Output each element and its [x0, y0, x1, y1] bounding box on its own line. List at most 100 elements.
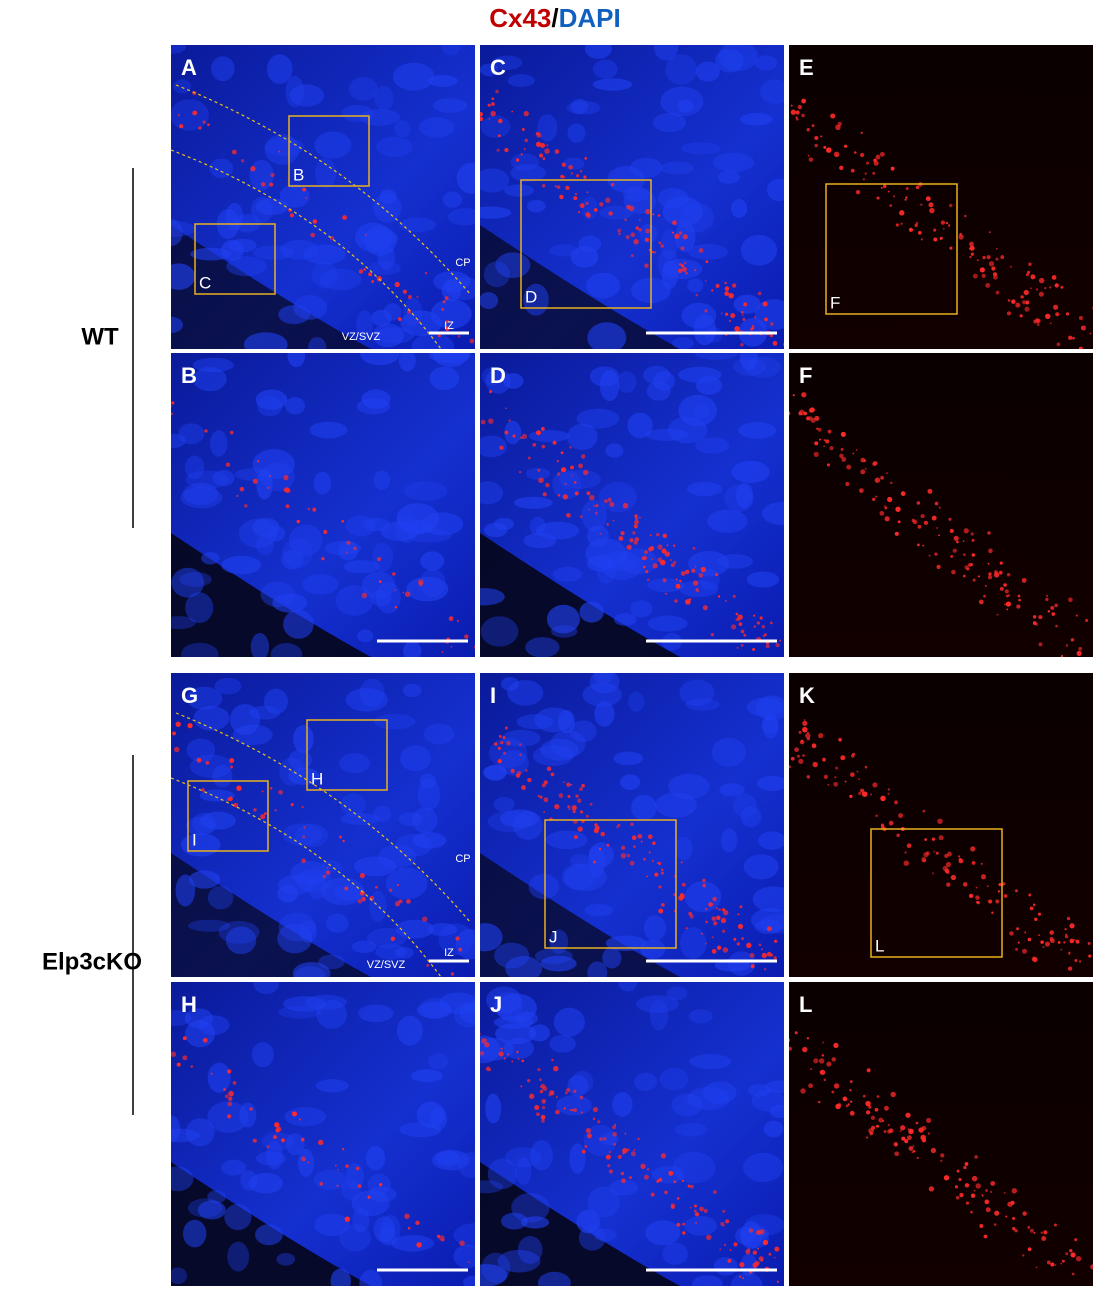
signal-dot	[289, 213, 294, 218]
nucleus	[752, 886, 784, 913]
signal-dot	[923, 852, 929, 858]
signal-dot	[925, 196, 931, 202]
signal-dot	[555, 1109, 560, 1115]
panel-background	[789, 45, 1093, 349]
signal-dot	[711, 936, 714, 939]
signal-dot	[946, 882, 951, 887]
signal-dot	[633, 239, 639, 245]
nucleus	[553, 566, 583, 582]
signal-dot	[777, 658, 779, 660]
signal-dot	[236, 785, 242, 791]
inset-box	[825, 183, 958, 315]
signal-dot	[955, 1195, 960, 1200]
signal-dot	[586, 191, 589, 194]
signal-dot	[666, 544, 669, 547]
signal-dot	[1032, 615, 1037, 619]
signal-dot	[555, 1096, 558, 1099]
signal-dot	[244, 504, 248, 508]
signal-dot	[261, 182, 266, 187]
signal-dot	[949, 246, 953, 250]
signal-dot	[723, 1243, 727, 1247]
signal-dot	[261, 790, 264, 793]
signal-dot	[905, 1112, 911, 1118]
signal-dot	[971, 553, 976, 557]
signal-dot	[920, 514, 925, 519]
nucleus	[480, 435, 508, 458]
signal-dot	[1053, 1223, 1057, 1227]
nucleus	[373, 193, 402, 223]
signal-dot	[658, 885, 662, 889]
signal-dot	[678, 231, 683, 235]
signal-dot	[296, 519, 300, 524]
nucleus	[480, 206, 512, 219]
signal-dot	[357, 1184, 362, 1188]
signal-dot	[581, 1149, 586, 1154]
signal-dot	[977, 575, 981, 578]
signal-dot	[620, 852, 627, 859]
signal-dot	[239, 486, 245, 492]
signal-dot	[769, 334, 773, 338]
nucleus	[398, 353, 416, 372]
nucleus	[188, 919, 231, 932]
signal-dot	[253, 808, 257, 812]
signal-dot	[1037, 912, 1042, 916]
signal-dot	[679, 892, 685, 898]
nucleus	[186, 816, 216, 836]
nucleus	[743, 854, 779, 880]
signal-dot	[1068, 335, 1073, 340]
signal-dot	[504, 147, 509, 153]
signal-dot	[182, 1036, 187, 1041]
signal-dot	[394, 901, 401, 907]
signal-dot	[860, 469, 866, 475]
signal-dot	[904, 198, 907, 201]
signal-dot	[1028, 262, 1032, 266]
nucleus	[617, 982, 638, 992]
signal-dot	[562, 494, 568, 500]
signal-dot	[1029, 287, 1032, 290]
signal-dot	[720, 312, 723, 315]
signal-dot	[729, 1249, 732, 1252]
nucleus	[617, 371, 637, 393]
signal-dot	[705, 260, 709, 264]
signal-dot	[390, 936, 396, 942]
signal-dot	[593, 208, 598, 212]
signal-dot	[236, 494, 239, 498]
signal-dot	[499, 445, 504, 450]
nucleus	[733, 294, 761, 314]
nucleus	[586, 272, 621, 299]
nucleus	[557, 709, 576, 734]
panel-image	[171, 982, 475, 1286]
signal-dot	[715, 573, 719, 577]
signal-dot	[959, 1192, 964, 1198]
signal-dot	[566, 513, 571, 518]
signal-dot	[991, 911, 994, 914]
signal-dot	[715, 283, 720, 288]
signal-dot	[567, 795, 571, 798]
signal-dot	[798, 411, 803, 416]
nucleus	[587, 961, 608, 977]
signal-dot	[554, 149, 560, 154]
signal-dot	[878, 1117, 884, 1123]
signal-dot	[790, 756, 795, 761]
nucleus	[313, 1169, 347, 1190]
signal-dot	[911, 518, 915, 523]
signal-dot	[912, 1145, 915, 1147]
panel-letter: E	[799, 55, 814, 80]
signal-dot	[1011, 1188, 1017, 1194]
signal-dot	[1075, 1255, 1082, 1262]
signal-dot	[570, 172, 574, 175]
signal-dot	[512, 434, 516, 438]
nucleus	[341, 104, 374, 122]
nucleus	[480, 616, 519, 647]
nucleus	[289, 84, 325, 107]
nucleus	[505, 1147, 542, 1168]
signal-dot	[865, 1100, 871, 1107]
signal-dot	[556, 185, 561, 189]
zone-boundary	[171, 777, 442, 977]
signal-dot	[724, 286, 730, 291]
signal-dot	[736, 646, 739, 649]
signal-dot	[725, 1219, 730, 1224]
signal-dot	[922, 544, 925, 547]
signal-dot	[629, 538, 634, 543]
nucleus	[255, 1151, 287, 1166]
